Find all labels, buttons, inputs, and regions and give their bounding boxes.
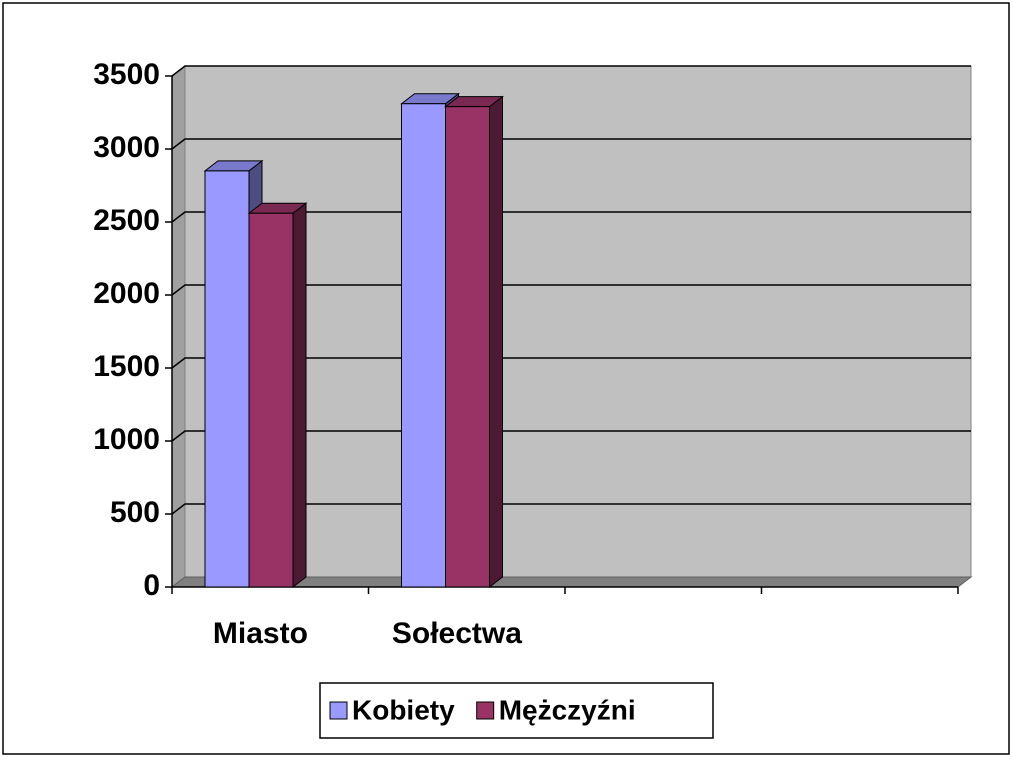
grid-line — [171, 211, 971, 223]
legend-label: Mężczyźni — [499, 694, 636, 725]
y-tick-label: 3500 — [93, 58, 160, 91]
y-tick-label: 1000 — [93, 423, 160, 456]
bar-side — [292, 202, 307, 589]
y-tick-label: 2000 — [93, 277, 160, 310]
bar — [204, 170, 250, 588]
grid-line — [171, 284, 971, 296]
y-tick-label: 2500 — [93, 204, 160, 237]
y-tick-label: 500 — [110, 496, 160, 529]
back-wall — [184, 65, 972, 578]
legend-swatch — [476, 701, 495, 720]
bar — [248, 212, 294, 588]
grid-line — [171, 503, 971, 515]
legend-box — [319, 682, 714, 739]
grid-line — [171, 430, 971, 442]
grid-line — [171, 138, 971, 150]
grid-line — [171, 357, 971, 369]
bar-side — [489, 95, 503, 589]
legend-label: Kobiety — [352, 694, 455, 725]
bar — [401, 103, 446, 588]
legend-swatch — [329, 701, 348, 720]
x-tick-label: Sołectwa — [392, 617, 522, 650]
x-tick-label: Miasto — [213, 617, 308, 650]
y-tick-label: 3000 — [93, 131, 160, 164]
y-tick-label: 1500 — [93, 350, 160, 383]
grid-line — [171, 65, 971, 77]
bar — [445, 106, 490, 588]
y-tick-label: 0 — [143, 569, 160, 602]
